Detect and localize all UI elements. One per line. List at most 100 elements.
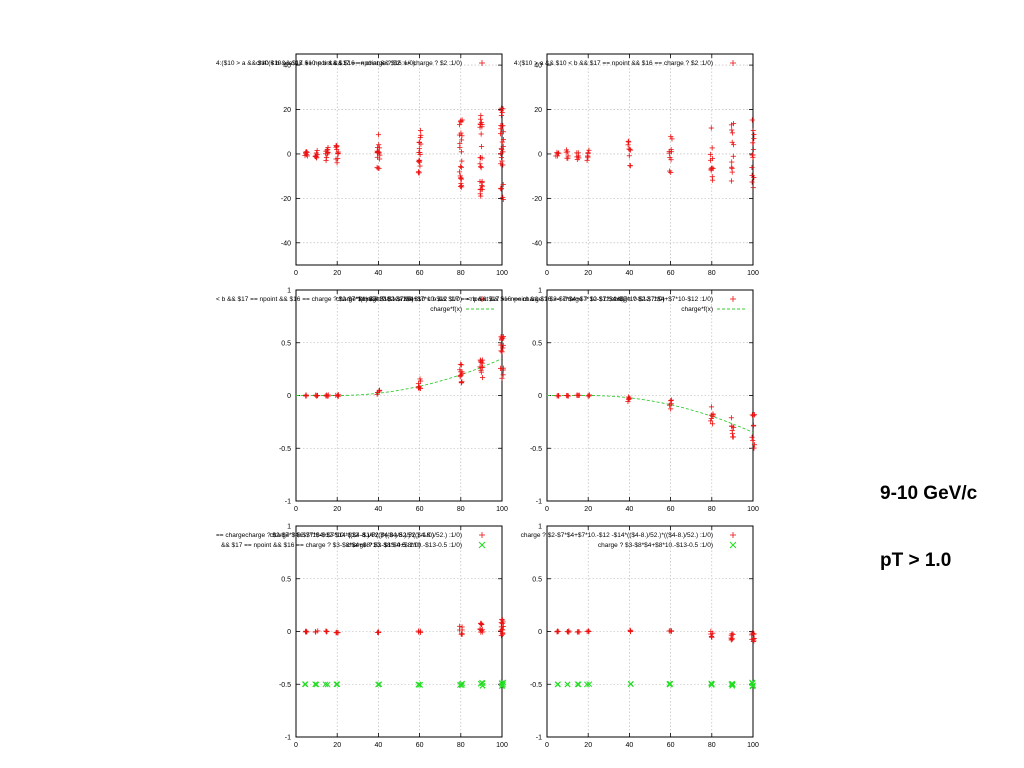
fit-curve-series <box>296 358 503 396</box>
x-tick-label: 40 <box>375 506 383 513</box>
data-point <box>668 398 674 404</box>
data-point <box>668 406 674 412</box>
data-point <box>499 335 505 341</box>
x-tick-label: 20 <box>584 506 592 513</box>
data-point <box>323 628 330 635</box>
data-point <box>478 186 484 192</box>
data-point-stroke <box>729 681 736 688</box>
y-tick-label: 0 <box>287 393 291 400</box>
data-point-stroke <box>667 680 674 687</box>
data-point <box>457 141 463 147</box>
data-point <box>416 146 422 152</box>
legend-text: charge ? $2-$7*$4+$7*10.-$12 -$14*(($4-8… <box>270 532 462 539</box>
data-point <box>625 138 631 144</box>
x-tick-label: 100 <box>496 506 508 513</box>
data-point <box>335 155 341 162</box>
data-point <box>458 181 464 187</box>
legend-text: charge ? $2-$7*$4+$7*10-$12 :1/0) <box>360 296 462 303</box>
data-point <box>416 139 422 145</box>
data-point <box>417 134 423 141</box>
data-point <box>335 150 341 156</box>
data-point <box>323 157 329 164</box>
y-tick-label: -0.5 <box>279 446 291 453</box>
data-point <box>708 631 714 637</box>
data-point <box>585 628 591 634</box>
data-point <box>312 629 319 635</box>
data-point <box>376 165 382 171</box>
data-point-stroke <box>555 681 561 688</box>
data-point-stroke <box>457 682 463 688</box>
data-point <box>375 629 381 636</box>
y-tick-label: -1 <box>285 735 291 742</box>
data-point-stroke <box>333 681 340 688</box>
data-point <box>416 158 422 165</box>
data-point <box>563 147 570 153</box>
data-point <box>498 348 504 354</box>
data-point-stroke <box>324 681 331 688</box>
data-point <box>479 621 485 627</box>
chart-panel-5: 0 20 40 60 80 100 -1 -0.5 0 0.5 1== chargecharge ?… <box>216 524 508 750</box>
data-point <box>479 182 485 189</box>
data-point <box>729 682 736 689</box>
y-tick-label: 0.5 <box>532 340 542 347</box>
data-point <box>322 681 329 688</box>
data-point <box>751 174 757 181</box>
data-point <box>668 169 674 176</box>
data-point <box>708 125 714 131</box>
data-point <box>479 680 486 687</box>
x-tick-label: 0 <box>294 506 298 513</box>
y-tick-label: 0 <box>538 151 542 158</box>
data-point-stroke <box>708 681 715 687</box>
data-point <box>477 191 483 197</box>
data-point <box>750 437 756 443</box>
data-point <box>478 131 484 137</box>
data-point <box>479 360 485 366</box>
x-tick-label: 80 <box>708 270 716 277</box>
data-point <box>499 349 505 355</box>
y-tick-label: -0.5 <box>530 446 542 453</box>
data-point <box>312 681 319 688</box>
data-point <box>498 680 505 687</box>
data-point <box>498 112 505 119</box>
energy-range-label: 9-10 GeV/c <box>880 483 978 504</box>
data-point <box>500 679 507 686</box>
data-point <box>585 150 591 156</box>
x-tick-label: 100 <box>496 742 508 749</box>
data-point <box>375 149 382 155</box>
legend-text: charge ? $2-$7*$4+$7*10.-$12 -$14*(($4-8… <box>521 532 713 539</box>
data-point <box>627 627 633 633</box>
data-point <box>627 162 633 169</box>
data-point <box>584 153 591 159</box>
data-point <box>751 631 757 637</box>
legend-text-overlay: && $17 == npoint && $16 == charge ? $3-$… <box>221 542 421 549</box>
data-point <box>478 143 485 150</box>
data-point <box>626 146 632 152</box>
y-tick-label: -0.5 <box>279 682 291 689</box>
x-tick-label: 0 <box>545 506 549 513</box>
data-point <box>478 628 485 634</box>
data-point <box>417 628 423 634</box>
x-tick-label: 20 <box>584 742 592 749</box>
data-point <box>729 423 735 429</box>
y-tick-label: 0 <box>287 151 291 158</box>
data-point <box>499 158 505 164</box>
x-tick-label: 0 <box>294 270 298 277</box>
x-tick-label: 20 <box>333 270 341 277</box>
data-point <box>626 395 632 402</box>
data-point <box>709 421 716 427</box>
data-point <box>313 153 319 160</box>
data-point <box>500 345 506 351</box>
data-point <box>564 155 570 161</box>
data-point-stroke <box>479 682 486 689</box>
data-point <box>418 378 424 384</box>
x-tick-label: 100 <box>496 270 508 277</box>
data-point-stroke <box>627 680 634 687</box>
data-point <box>668 157 674 163</box>
data-point <box>334 681 341 688</box>
data-point <box>478 369 484 375</box>
data-point <box>374 389 381 396</box>
data-point-stroke <box>312 681 319 688</box>
x-tick-label: 100 <box>747 506 759 513</box>
data-point <box>751 131 757 138</box>
data-point <box>477 364 483 370</box>
